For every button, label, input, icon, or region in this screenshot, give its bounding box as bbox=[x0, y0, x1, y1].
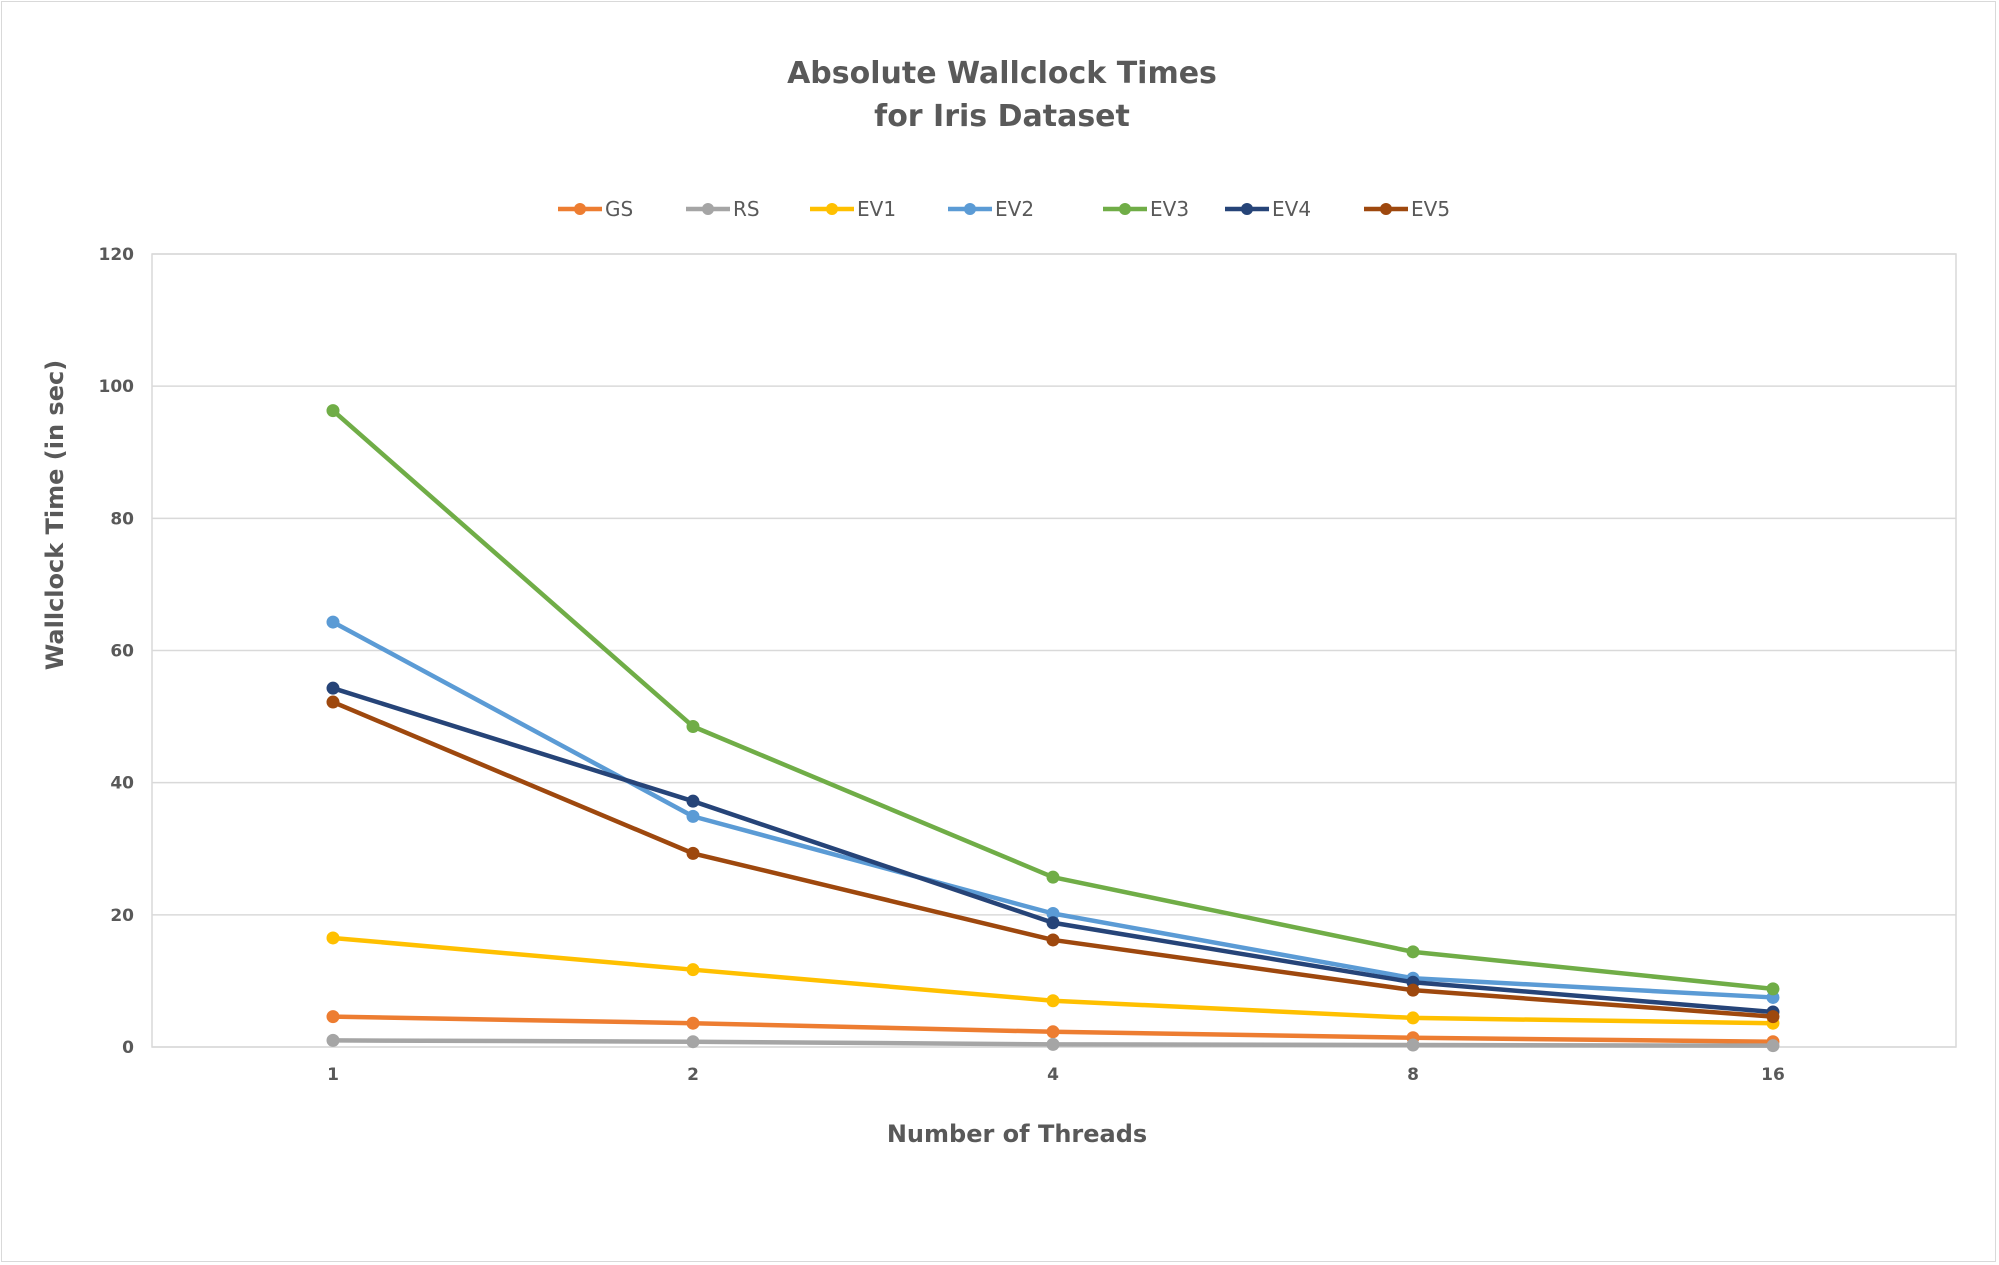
data-point-rs-16 bbox=[1766, 1039, 1780, 1053]
series-layer bbox=[326, 404, 1780, 1053]
series-line-ev3 bbox=[330, 408, 1776, 992]
y-tick-label-120: 120 bbox=[99, 245, 135, 265]
data-point-ev3-16 bbox=[1766, 982, 1780, 996]
series-line-ev1 bbox=[330, 935, 1776, 1026]
data-point-ev1-1 bbox=[326, 931, 340, 945]
series-gs bbox=[326, 1010, 1780, 1049]
data-point-rs-1 bbox=[326, 1033, 340, 1047]
chart-title-line-2: for Iris Dataset bbox=[874, 99, 1130, 134]
x-tick-label-1: 1 bbox=[327, 1065, 339, 1085]
legend-marker-rs bbox=[702, 203, 714, 215]
legend-label-ev5: EV5 bbox=[1411, 197, 1450, 221]
legend-item-gs: GS bbox=[558, 197, 633, 221]
data-point-gs-1 bbox=[326, 1010, 340, 1024]
series-ev4 bbox=[326, 681, 1780, 1019]
x-axis-title: Number of Threads bbox=[887, 1120, 1147, 1148]
data-point-ev5-2 bbox=[686, 846, 700, 860]
x-tick-label-8: 8 bbox=[1407, 1065, 1419, 1085]
data-point-ev5-8 bbox=[1406, 983, 1420, 997]
series-line-ev5 bbox=[330, 699, 1776, 1019]
legend: GS RS EV1 EV2 EV3 EV4 EV5 bbox=[558, 197, 1450, 221]
data-point-ev4-2 bbox=[686, 794, 700, 808]
y-axis-ticks: 0 20 40 60 80 100 120 bbox=[99, 245, 135, 1058]
series-ev5 bbox=[326, 695, 1780, 1024]
legend-marker-ev2 bbox=[964, 203, 976, 215]
y-tick-label-40: 40 bbox=[110, 774, 134, 794]
y-tick-label-80: 80 bbox=[110, 509, 134, 529]
data-point-ev3-8 bbox=[1406, 945, 1420, 959]
data-point-ev1-4 bbox=[1046, 994, 1060, 1008]
legend-label-rs: RS bbox=[733, 197, 760, 221]
data-point-ev1-2 bbox=[686, 963, 700, 977]
legend-item-rs: RS bbox=[686, 197, 760, 221]
data-point-ev4-1 bbox=[326, 681, 340, 695]
data-point-rs-4 bbox=[1046, 1037, 1060, 1051]
data-point-rs-8 bbox=[1406, 1038, 1420, 1052]
legend-label-ev3: EV3 bbox=[1150, 197, 1189, 221]
data-point-gs-4 bbox=[1046, 1025, 1060, 1039]
y-tick-label-20: 20 bbox=[110, 906, 134, 926]
legend-label-ev4: EV4 bbox=[1272, 197, 1311, 221]
legend-marker-ev3 bbox=[1119, 203, 1131, 215]
data-point-ev2-2 bbox=[686, 809, 700, 823]
legend-label-ev2: EV2 bbox=[995, 197, 1034, 221]
data-point-ev5-4 bbox=[1046, 933, 1060, 947]
series-ev3 bbox=[326, 404, 1780, 996]
legend-item-ev3: EV3 bbox=[1103, 197, 1189, 221]
data-point-ev2-1 bbox=[326, 615, 340, 629]
data-point-ev3-4 bbox=[1046, 870, 1060, 884]
legend-label-ev1: EV1 bbox=[857, 197, 896, 221]
legend-marker-gs bbox=[574, 203, 586, 215]
data-point-ev3-1 bbox=[326, 404, 340, 418]
data-point-ev4-4 bbox=[1046, 916, 1060, 930]
data-point-ev5-1 bbox=[326, 695, 340, 709]
x-axis-ticks: 1 2 4 8 16 bbox=[327, 1065, 1785, 1085]
legend-label-gs: GS bbox=[605, 197, 633, 221]
legend-marker-ev1 bbox=[826, 203, 838, 215]
y-tick-label-100: 100 bbox=[99, 377, 135, 397]
x-tick-label-2: 2 bbox=[687, 1065, 699, 1085]
data-point-ev5-16 bbox=[1766, 1010, 1780, 1024]
data-point-gs-2 bbox=[686, 1016, 700, 1030]
legend-marker-ev5 bbox=[1380, 203, 1392, 215]
series-rs bbox=[326, 1033, 1780, 1053]
x-tick-label-16: 16 bbox=[1761, 1065, 1785, 1085]
data-point-ev3-2 bbox=[686, 719, 700, 733]
data-point-ev1-8 bbox=[1406, 1011, 1420, 1025]
y-tick-label-60: 60 bbox=[110, 642, 134, 662]
y-axis-title: Wallclock Time (in sec) bbox=[41, 360, 69, 670]
legend-item-ev2: EV2 bbox=[948, 197, 1034, 221]
legend-item-ev1: EV1 bbox=[810, 197, 896, 221]
data-point-rs-2 bbox=[686, 1035, 700, 1049]
series-ev1 bbox=[326, 931, 1780, 1030]
legend-item-ev4: EV4 bbox=[1225, 197, 1311, 221]
x-tick-label-4: 4 bbox=[1047, 1065, 1059, 1085]
legend-item-ev5: EV5 bbox=[1364, 197, 1450, 221]
y-tick-label-0: 0 bbox=[122, 1038, 134, 1058]
legend-marker-ev4 bbox=[1241, 203, 1253, 215]
chart-title-line-1: Absolute Wallclock Times bbox=[787, 56, 1217, 91]
